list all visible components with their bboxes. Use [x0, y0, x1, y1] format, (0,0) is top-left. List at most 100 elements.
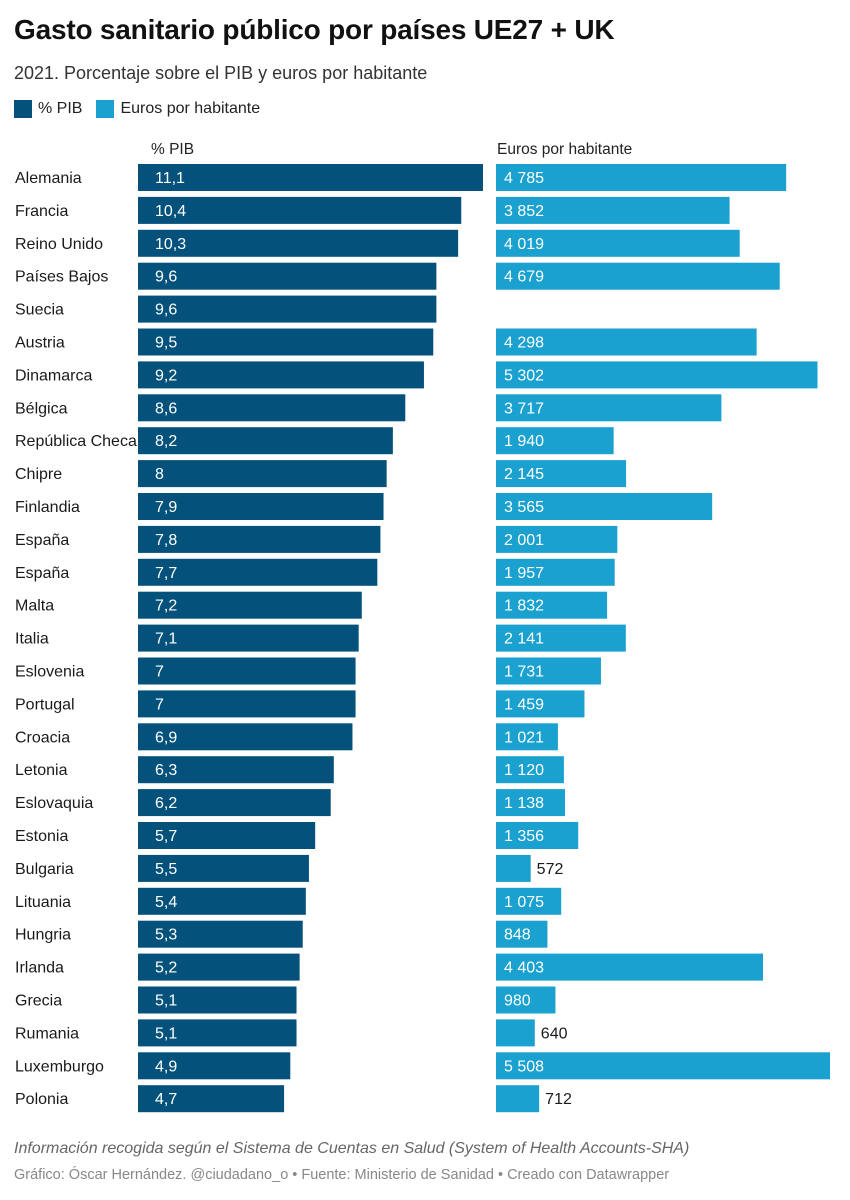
bar-euros	[496, 427, 614, 455]
bar-euros	[496, 624, 626, 652]
bar-euros	[496, 460, 627, 488]
bar-pib	[138, 1052, 291, 1080]
credit-author: Gráfico: Óscar Hernández. @ciudadano_o	[14, 1167, 289, 1183]
bar-label-pib: 7,9	[155, 499, 177, 516]
legend-swatch-euros	[96, 100, 115, 118]
bar-pib	[138, 887, 306, 915]
chart-subtitle: 2021. Porcentaje sobre el PIB y euros po…	[14, 63, 428, 83]
bar-pib	[138, 756, 334, 784]
bar-pib	[138, 1019, 297, 1047]
country-label: España	[15, 532, 69, 549]
bar-label-euros: 4 403	[504, 960, 544, 977]
bar-label-euros: 1 021	[504, 729, 544, 746]
bar-label-pib: 9,6	[155, 269, 177, 286]
bar-euros	[496, 164, 787, 191]
legend-item-euros: Euros por habitante	[96, 100, 260, 118]
bar-label-pib: 10,3	[155, 236, 186, 253]
bar-pib	[138, 328, 434, 356]
bar-pib	[138, 558, 378, 586]
bar-pib	[138, 229, 459, 257]
bar-euros	[496, 1019, 535, 1047]
bar-label-euros: 2 141	[504, 631, 544, 648]
bar-euros	[496, 196, 730, 224]
bar-euros	[496, 756, 564, 784]
bar-euros	[496, 493, 713, 520]
bar-label-pib: 8,6	[155, 400, 177, 417]
country-label: Finlandia	[15, 499, 80, 516]
country-label: Lituania	[15, 894, 71, 911]
country-label: Chipre	[15, 466, 62, 483]
bar-pib	[138, 262, 437, 290]
country-label: Estonia	[15, 828, 68, 845]
credits: Gráfico: Óscar Hernández. @ciudadano_o • F…	[14, 1167, 670, 1183]
bar-label-pib: 6,3	[155, 762, 177, 779]
bar-label-pib: 7	[155, 664, 164, 681]
country-label: España	[15, 565, 69, 582]
country-label: Polonia	[15, 1091, 68, 1108]
bar-euros	[496, 690, 585, 718]
legend-swatch-pib	[14, 100, 32, 118]
bar-euros	[496, 361, 818, 389]
bar-euros	[496, 822, 579, 849]
bar-pib	[138, 493, 384, 520]
bar-label-euros: 3 852	[504, 203, 544, 220]
bar-euros	[496, 887, 562, 915]
credit-source: Fuente: Ministerio de Sanidad	[301, 1167, 494, 1183]
bar-label-euros: 1 957	[504, 565, 544, 582]
bar-label-euros: 5 302	[504, 367, 544, 384]
legend-item-pib: % PIB	[14, 100, 82, 118]
bar-label-euros: 1 138	[504, 795, 544, 812]
country-label: Eslovenia	[15, 664, 84, 681]
bar-pib	[138, 1085, 285, 1113]
bar-label-euros: 5 508	[504, 1058, 544, 1075]
bar-label-euros: 1 120	[504, 762, 544, 779]
country-label: Luxemburgo	[15, 1058, 104, 1075]
country-label: Grecia	[15, 993, 62, 1010]
bar-label-euros: 640	[541, 1025, 568, 1042]
bar-euros	[496, 789, 566, 817]
credit-tool: Creado con Datawrapper	[507, 1167, 670, 1183]
bar-label-pib: 7	[155, 696, 164, 713]
bar-euros	[496, 986, 556, 1014]
country-label: Bulgaria	[15, 861, 74, 878]
bar-label-euros: 848	[504, 927, 531, 944]
bar-label-pib: 5,4	[155, 894, 177, 911]
bar-label-euros: 572	[537, 861, 564, 878]
bar-euros	[496, 328, 757, 356]
bar-label-euros: 1 075	[504, 894, 544, 911]
bar-pib	[138, 460, 387, 488]
bar-label-pib: 5,7	[155, 828, 177, 845]
bar-label-euros: 712	[545, 1091, 572, 1108]
country-label: Hungria	[15, 927, 71, 944]
country-label: Bélgica	[15, 400, 68, 417]
bar-euros	[496, 953, 763, 981]
bar-label-pib: 5,2	[155, 960, 177, 977]
bar-pib	[138, 723, 353, 751]
legend-label-euros: Euros por habitante	[120, 100, 261, 117]
country-label: Croacia	[15, 729, 70, 746]
bar-label-pib: 8,2	[155, 433, 177, 450]
bar-euros	[496, 920, 548, 948]
country-label: Francia	[15, 203, 68, 220]
country-label: Alemania	[15, 170, 82, 187]
bar-label-pib: 5,3	[155, 927, 177, 944]
bar-euros	[496, 1085, 540, 1113]
country-label: República Checa	[15, 433, 137, 450]
bar-label-pib: 6,9	[155, 729, 177, 746]
bar-pib	[138, 164, 483, 191]
bar-pib	[138, 394, 406, 422]
bar-pib	[138, 624, 359, 652]
country-label: Dinamarca	[15, 367, 92, 384]
legend-label-pib: % PIB	[38, 100, 83, 117]
bar-euros	[496, 591, 608, 619]
bar-label-pib: 4,7	[155, 1091, 177, 1108]
footnote: Información recogida según el Sistema de…	[14, 1140, 690, 1157]
bar-label-pib: 9,6	[155, 302, 177, 319]
bar-label-pib: 6,2	[155, 795, 177, 812]
bar-label-pib: 7,2	[155, 598, 177, 615]
bar-euros	[496, 394, 722, 422]
bar-pib	[138, 657, 356, 685]
bar-pib	[138, 427, 393, 455]
bar-label-pib: 5,1	[155, 993, 177, 1010]
bar-pib	[138, 953, 300, 981]
